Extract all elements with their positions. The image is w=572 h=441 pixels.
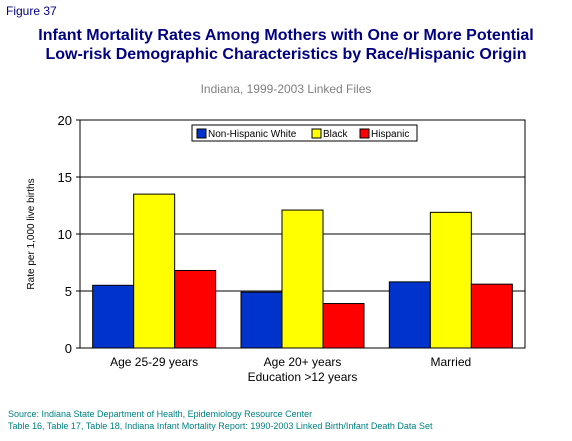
x-tick-label: Married — [430, 355, 471, 369]
legend-swatch — [311, 128, 322, 139]
y-tick-label: 15 — [58, 170, 72, 185]
figure-label: Figure 37 — [6, 4, 57, 18]
chart-subtitle: Indiana, 1999-2003 Linked Files — [200, 82, 372, 96]
y-tick-label: 10 — [58, 227, 72, 242]
bar-hispanic — [174, 269, 217, 349]
axes: 0 5 10 15 20 Rate per 1,000 live births Age 25… — [26, 113, 471, 384]
x-tick-label: Age 25-29 years — [110, 355, 198, 369]
bar-black — [133, 193, 176, 349]
y-axis-label: Rate per 1,000 live births — [26, 178, 37, 289]
source-line1: Source: Indiana State Department of Heal… — [8, 409, 313, 419]
bar-black — [429, 211, 472, 349]
bar-non-hispanic-white — [388, 281, 431, 349]
legend-label: Black — [323, 129, 348, 140]
legend-label: Hispanic — [371, 129, 409, 140]
x-tick-label: Education >12 years — [248, 370, 358, 384]
source-note: Source: Indiana State Department of Heal… — [8, 408, 432, 432]
x-tick-label: Age 20+ years — [264, 355, 342, 369]
bar-hispanic — [470, 283, 513, 349]
y-tick-label: 5 — [65, 284, 72, 299]
y-tick-label: 0 — [65, 341, 72, 356]
chart-title-line2: Low-risk Demographic Characteristics by … — [45, 46, 527, 63]
bars-group — [92, 193, 513, 349]
bar-hispanic — [322, 303, 365, 349]
y-tick-label: 20 — [58, 113, 72, 128]
legend-swatch — [359, 128, 370, 139]
legend-label: Non-Hispanic White — [208, 129, 297, 140]
chart-title: Infant Mortality Rates Among Mothers wit… — [0, 26, 572, 64]
source-line2: Table 16, Table 17, Table 18, Indiana In… — [8, 421, 433, 431]
legend: Non-Hispanic White Black Hispanic — [191, 124, 418, 142]
chart-title-line1: Infant Mortality Rates Among Mothers wit… — [38, 27, 534, 44]
bar-black — [281, 209, 324, 349]
bar-non-hispanic-white — [92, 284, 135, 349]
bar-non-hispanic-white — [240, 291, 283, 349]
legend-swatch — [196, 128, 207, 139]
